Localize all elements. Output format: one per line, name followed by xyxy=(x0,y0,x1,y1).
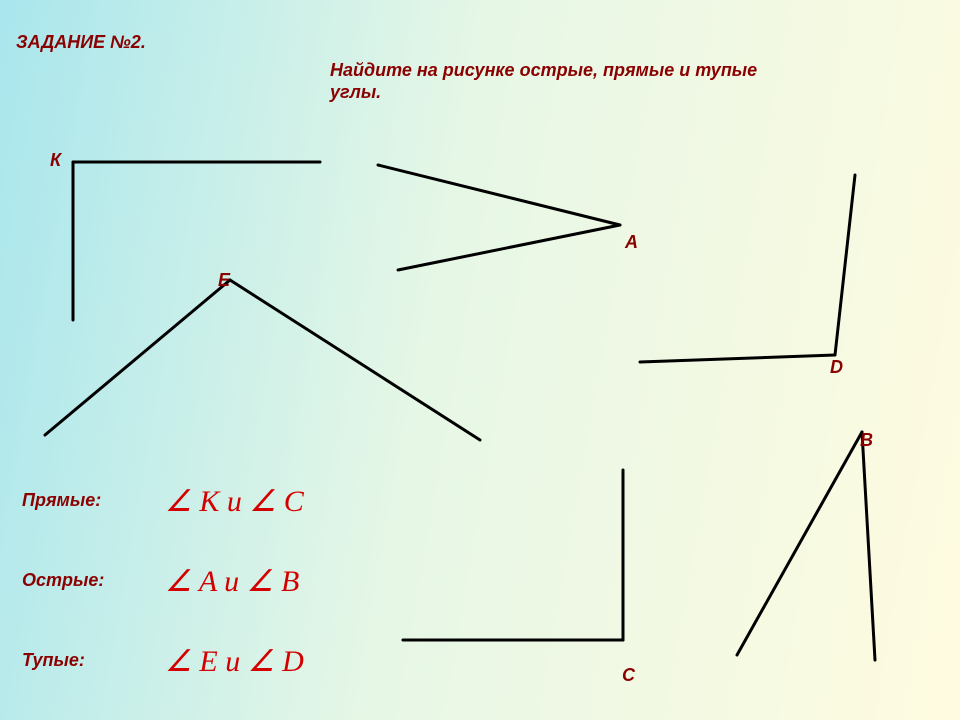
angle-label-C: С xyxy=(622,665,635,686)
angle-label-B: В xyxy=(860,430,873,451)
angle-A-ray1 xyxy=(378,165,620,225)
angle-D-ray2 xyxy=(640,355,835,362)
answer-formula-obtuse: ∠ E и ∠ D xyxy=(165,644,304,679)
instruction-line-2: углы. xyxy=(330,82,381,103)
angles-svg xyxy=(0,0,960,720)
answer-formula-acute: ∠ A и ∠ B xyxy=(165,564,299,599)
angle-E-ray1 xyxy=(45,280,230,435)
answer-label-acute: Острые: xyxy=(22,570,104,591)
angle-A-ray2 xyxy=(398,225,620,270)
answer-label-obtuse: Тупые: xyxy=(22,650,85,671)
task-number: ЗАДАНИЕ №2. xyxy=(16,32,146,53)
instruction-line-1: Найдите на рисунке острые, прямые и тупы… xyxy=(330,60,757,81)
angle-D-ray1 xyxy=(835,175,855,355)
angle-label-D: D xyxy=(830,357,843,378)
answer-label-right: Прямые: xyxy=(22,490,101,511)
angle-label-K: К xyxy=(50,150,61,171)
angle-label-A: А xyxy=(625,232,638,253)
answer-formula-right: ∠ K и ∠ C xyxy=(165,484,304,519)
angle-B-ray1 xyxy=(862,432,875,660)
angle-B-ray2 xyxy=(737,432,862,655)
angle-E-ray2 xyxy=(230,280,480,440)
angle-label-E: Е xyxy=(218,270,230,291)
